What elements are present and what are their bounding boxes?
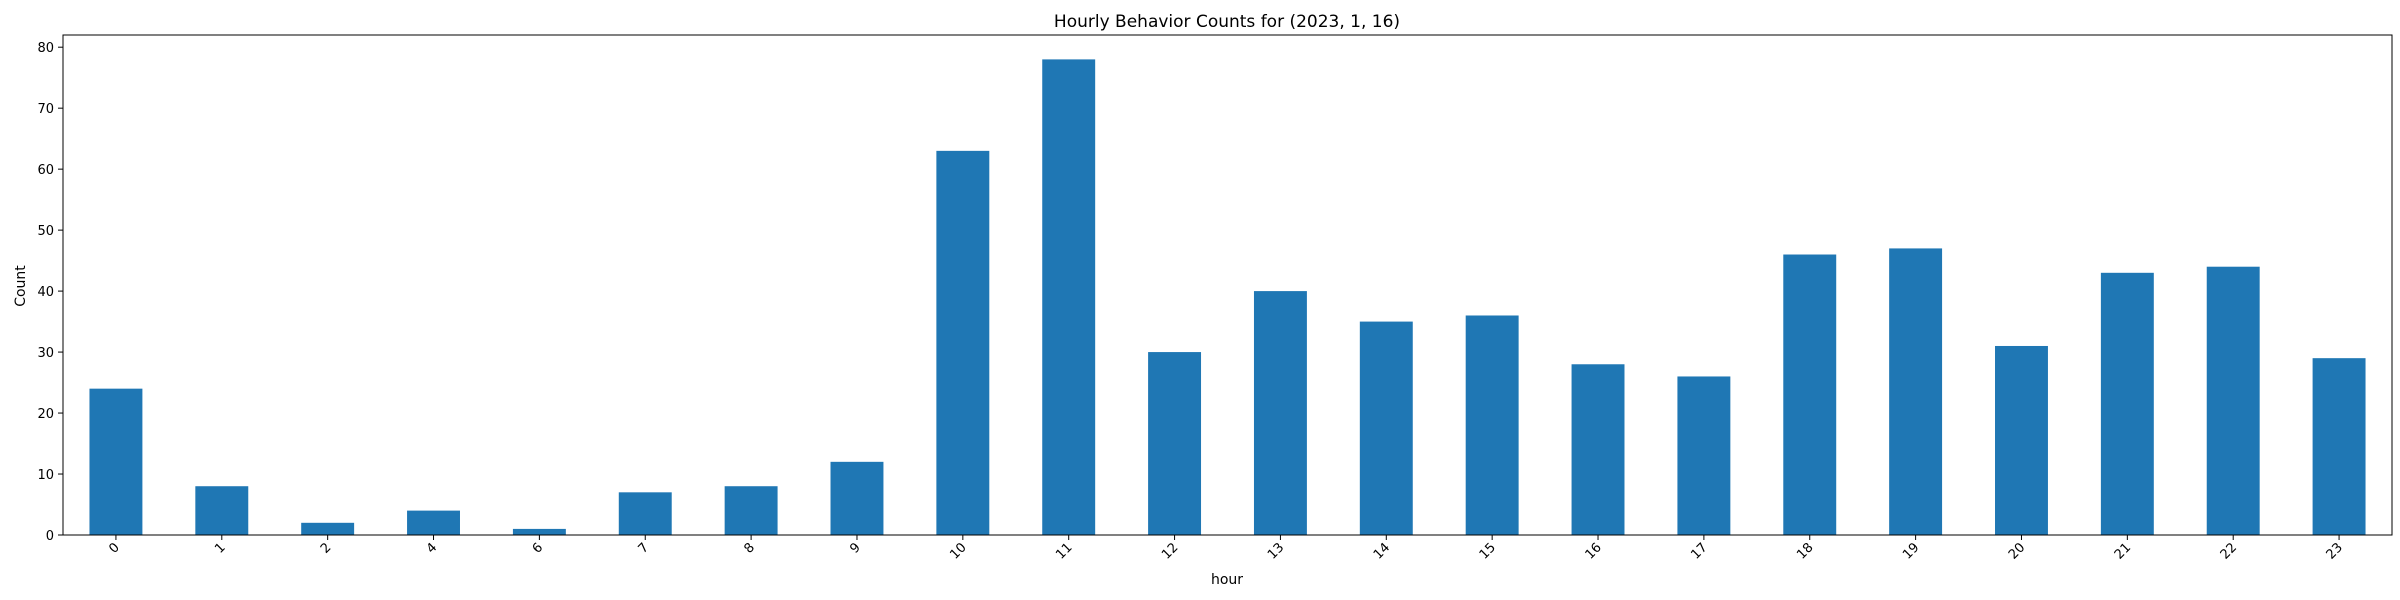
bar-hour-18 bbox=[1783, 254, 1837, 535]
y-tick-label: 70 bbox=[37, 102, 54, 117]
bar-hour-12 bbox=[1148, 352, 1202, 535]
x-tick-label: 12 bbox=[1159, 540, 1181, 562]
bars-group bbox=[89, 59, 2366, 536]
y-axis: 0 10 20 30 40 50 60 70 80 bbox=[37, 41, 63, 544]
y-axis-label: Count bbox=[13, 265, 29, 307]
bar-hour-6 bbox=[512, 528, 566, 535]
y-tick-label: 40 bbox=[37, 285, 54, 300]
bar-hour-16 bbox=[1571, 364, 1625, 535]
x-tick-label: 11 bbox=[1053, 540, 1075, 562]
bar-hour-7 bbox=[618, 492, 672, 535]
x-tick-label: 19 bbox=[1900, 540, 1922, 562]
bar-hour-14 bbox=[1359, 321, 1413, 535]
y-tick-label: 0 bbox=[46, 529, 54, 544]
bar-hour-11 bbox=[1042, 59, 1096, 535]
x-tick-label: 21 bbox=[2112, 540, 2134, 562]
bar-hour-22 bbox=[2206, 266, 2260, 535]
bar-hour-15 bbox=[1465, 315, 1519, 535]
x-tick-label: 22 bbox=[2218, 540, 2240, 562]
bar-hour-10 bbox=[936, 150, 990, 536]
bar-hour-21 bbox=[2100, 272, 2154, 535]
x-tick-label: 6 bbox=[530, 540, 546, 556]
x-tick-label: 9 bbox=[847, 540, 863, 556]
x-axis: 0 1 2 4 6 7 8 9 10 11 12 13 14 15 16 17 18 19 20 21 22 23 bbox=[106, 535, 2346, 563]
x-tick-label: 2 bbox=[318, 540, 334, 556]
x-tick-label: 4 bbox=[424, 540, 440, 556]
x-tick-label: 18 bbox=[1794, 540, 1816, 562]
x-tick-label: 7 bbox=[636, 540, 652, 556]
bar-hour-4 bbox=[407, 510, 460, 535]
bar-hour-8 bbox=[724, 486, 778, 535]
x-axis-label: hour bbox=[1211, 572, 1243, 588]
y-tick-label: 80 bbox=[37, 41, 54, 56]
bar-hour-1 bbox=[195, 486, 249, 535]
y-tick-label: 60 bbox=[37, 163, 54, 178]
plot-frame bbox=[62, 34, 2393, 536]
x-tick-label: 17 bbox=[1688, 540, 1710, 562]
x-tick-label: 23 bbox=[2324, 540, 2346, 562]
x-tick-label: 0 bbox=[106, 540, 122, 556]
bar-hour-0 bbox=[89, 388, 143, 535]
bar-hour-19 bbox=[1889, 248, 1943, 536]
x-tick-label: 1 bbox=[212, 540, 228, 556]
y-tick-label: 50 bbox=[37, 224, 54, 239]
y-tick-label: 10 bbox=[37, 468, 54, 483]
x-tick-label: 15 bbox=[1477, 540, 1499, 562]
x-tick-label: 20 bbox=[2006, 540, 2028, 562]
bar-hour-13 bbox=[1253, 291, 1307, 535]
y-tick-label: 30 bbox=[37, 346, 54, 361]
x-tick-label: 14 bbox=[1371, 540, 1393, 562]
y-tick-label: 20 bbox=[37, 407, 54, 422]
x-tick-label: 8 bbox=[741, 540, 757, 556]
bar-hour-20 bbox=[1995, 345, 2048, 535]
bar-hour-2 bbox=[301, 522, 355, 535]
x-tick-label: 10 bbox=[947, 540, 969, 562]
bar-hour-17 bbox=[1677, 376, 1731, 535]
chart-title: Hourly Behavior Counts for (2023, 1, 16) bbox=[1054, 12, 1400, 32]
bar-hour-23 bbox=[2312, 358, 2366, 535]
x-tick-label: 16 bbox=[1583, 540, 1605, 562]
x-tick-label: 13 bbox=[1265, 540, 1287, 562]
bar-hour-9 bbox=[830, 461, 884, 535]
